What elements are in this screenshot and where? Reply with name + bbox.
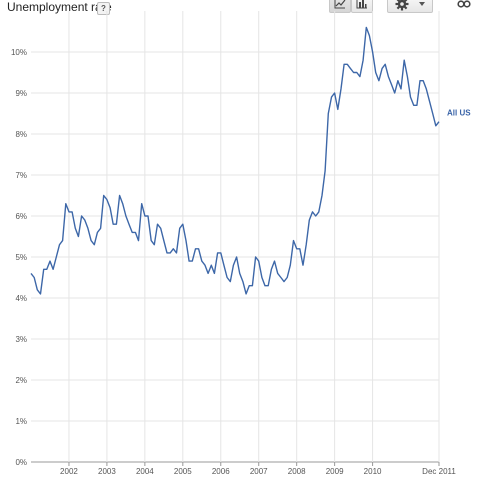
x-tick-label: 2008 [288, 467, 306, 476]
x-tick-label: 2006 [212, 467, 230, 476]
y-tick-label: 9% [15, 89, 27, 98]
series-line-all-us [30, 26, 440, 295]
x-tick-label: Dec 2011 [422, 467, 456, 476]
y-tick-label: 10% [11, 48, 27, 57]
x-tick-label: 2009 [326, 467, 344, 476]
y-tick-label: 0% [15, 458, 27, 467]
series-label: All US [447, 109, 471, 118]
link-button[interactable] [446, 0, 482, 13]
x-tick-label: 2005 [174, 467, 192, 476]
y-axis: 0% 1% 2% 3% 4% 5% 6% 7% 8% 9% 10% [11, 48, 27, 467]
y-tick-label: 2% [15, 376, 27, 385]
line-chart-button[interactable] [329, 0, 351, 13]
link-icon [457, 0, 471, 8]
gear-icon [395, 0, 408, 10]
x-tick-label: 2004 [136, 467, 154, 476]
settings-button[interactable] [387, 0, 433, 13]
y-tick-label: 4% [15, 294, 27, 303]
x-tick-label: 2007 [250, 467, 268, 476]
y-tick-label: 6% [15, 212, 27, 221]
grid [31, 11, 440, 463]
y-tick-label: 5% [15, 253, 27, 262]
bar-chart-icon [356, 0, 367, 9]
bar-chart-button[interactable] [351, 0, 373, 13]
x-axis: 2002 2003 2004 2005 2006 2007 2008 2009 2010 Dec … [60, 462, 456, 476]
y-tick-label: 7% [15, 171, 27, 180]
y-tick-label: 1% [15, 417, 27, 426]
x-tick-label: 2003 [98, 467, 116, 476]
y-tick-label: 8% [15, 130, 27, 139]
y-tick-label: 3% [15, 335, 27, 344]
chevron-down-icon [418, 1, 425, 6]
chart-title: Unemployment rate [7, 0, 112, 14]
x-tick-label: 2010 [364, 467, 382, 476]
series-layer: All US [30, 26, 471, 295]
line-chart-icon [334, 0, 346, 9]
x-tick-label: 2002 [60, 467, 78, 476]
